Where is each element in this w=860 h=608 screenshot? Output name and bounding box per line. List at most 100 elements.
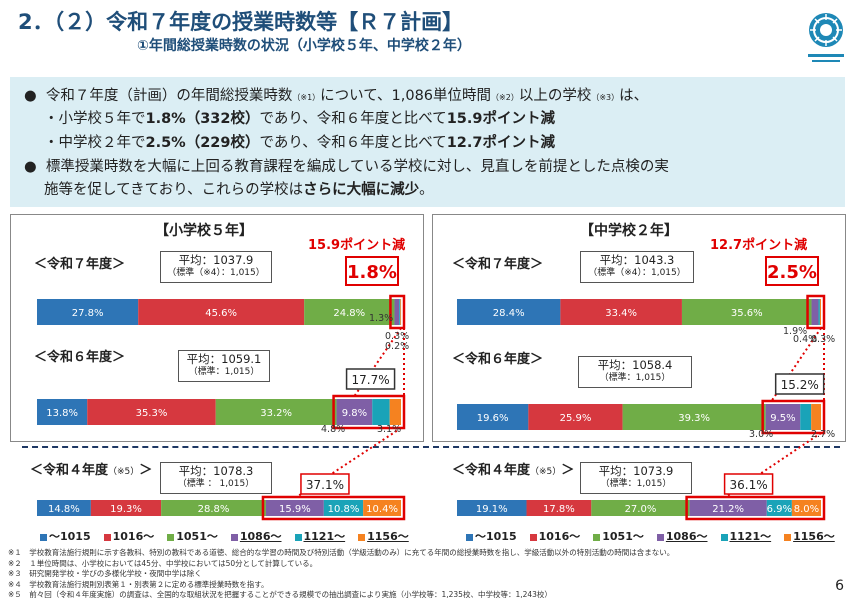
legend-swatch-icon [358, 533, 366, 541]
summary-line-3: ・中学校２年で2.5%（229校）であり、令和６年度と比べて12.7ポイント減 [44, 135, 555, 151]
legend-item: 1016～ [529, 530, 581, 543]
highlight-value: 37.1% [306, 478, 344, 492]
panel-junior [432, 214, 846, 442]
avg-box-junior-r6: 平均：1058.4 （標準：1,015） [578, 356, 692, 388]
legend-item: 1086～ [656, 530, 708, 543]
summary-line-1: ● 令和７年度（計画）の年間総授業時数（※1）について、1,086単位時間（※2… [24, 88, 649, 104]
avg-box-elem-r6: 平均：1059.1 （標準：1,015） [178, 350, 270, 382]
legend-label: 1121～ [303, 530, 346, 543]
legend-item: 1156～ [784, 530, 835, 543]
bar-value-label: 15.9% [279, 504, 311, 515]
bar-value-label: 19.3% [110, 504, 142, 515]
legend-label: ～1015 [475, 530, 517, 543]
legend-swatch-icon [466, 533, 473, 541]
bar-value-label: 10.4% [366, 504, 398, 515]
bar-segment [90, 500, 162, 516]
avg-box-junior-r4: 平均：1073.9 （標準：1,015） [580, 462, 692, 494]
year-label-elem-r7: ＜令和７年度＞ [34, 257, 126, 272]
summary-line-4: ● 標準授業時数を大幅に上回る教育課程を編成している学校に対し、見直しを前提とし… [24, 159, 669, 175]
legend-swatch-icon [593, 533, 601, 541]
bar-value-label: 19.1% [476, 504, 508, 515]
highlight-label-box [723, 473, 774, 495]
bar-value-label: 8.0% [794, 504, 819, 515]
legend-swatch-icon [167, 533, 175, 541]
summary-line-2: ・小学校５年で1.8%（332校）であり、令和６年度と比べて15.9ポイント減 [44, 111, 555, 127]
legend-label: 1121～ [729, 530, 772, 543]
bar-segment [323, 500, 364, 516]
bar-segment [161, 500, 266, 516]
bar-segment [526, 500, 592, 516]
legend-item: 1121～ [294, 530, 346, 543]
legend-swatch-icon [40, 533, 47, 541]
avg-box-elem-r4: 平均：1078.3 （標準 ： 1,015） [160, 462, 272, 494]
bar-value-label: 21.2% [712, 504, 744, 515]
bar-value-label: 27.0% [625, 504, 657, 515]
bar-segment [457, 500, 527, 516]
legend-label: 1016～ [538, 530, 581, 543]
bar-segment [363, 500, 401, 516]
legend-swatch-icon [529, 533, 537, 541]
legend-swatch-icon [720, 533, 728, 541]
connector-line [725, 432, 822, 498]
legend-item: ～1015 [40, 530, 91, 543]
summary-box: ● 令和７年度（計画）の年間総授業時数（※1）について、1,086単位時間（※2… [10, 77, 845, 207]
panel-elementary [10, 214, 424, 442]
legend-item: 1016～ [103, 530, 155, 543]
footnotes: ※１ 学校教育法施行規則に示す各教科、特別の教科である道徳、総合的な学習の時間及… [8, 548, 674, 601]
bar-value-label: 6.9% [767, 504, 792, 515]
legend-item: 1086～ [230, 530, 282, 543]
section-divider [22, 446, 840, 448]
legend-swatch-icon [656, 533, 664, 541]
legend-label: 1016～ [112, 530, 155, 543]
legend-elementary: ～1015 1016～ 1051～ 1086～ 1121～ 1156～ [40, 528, 422, 544]
page-title: 2．（２）令和７年度の授業時数等【Ｒ７計画】 [18, 10, 464, 34]
legend-item: 1051～ [593, 530, 644, 543]
legend-swatch-icon [784, 533, 792, 541]
bar-value-label: 28.8% [198, 504, 230, 515]
bar-segment [791, 500, 821, 516]
legend-item: 1051～ [167, 530, 218, 543]
footnote-line: ※１ 学校教育法施行規則に示す各教科、特別の教科である道徳、総合的な学習の時間及… [8, 548, 675, 557]
bar-value-label: 10.8% [328, 504, 360, 515]
highlight-box [685, 495, 826, 521]
legend-label: 1156～ [793, 530, 835, 543]
avg-box-elem-r7: 平均：1037.9 （標準（※4）：1,015） [160, 251, 272, 283]
mext-logo-icon [808, 13, 844, 62]
reduction-label-junior: 12.7ポイント減 [710, 238, 808, 253]
bar-segment [591, 500, 690, 516]
footnote-line: ※２ １単位時間は、小学校においては45分、中学校においては50分として計算して… [8, 558, 318, 568]
page-subtitle: ①年間総授業時数の状況（小学校５年、中学校２年） [137, 38, 471, 54]
footnote-line: ※５ 前々回（令和４年度実施）の調査は、全国的な取組状況を把握することができる規… [8, 590, 552, 599]
highlight-box [261, 495, 406, 521]
year-label-elem-r6: ＜令和６年度＞ [34, 350, 126, 365]
year-label-elem-r4: ＜令和４年度（※5）＞ [30, 463, 153, 478]
panel-title-junior: 【中学校２年】 [580, 223, 678, 239]
year-label-junior-r4: ＜令和４年度（※5）＞ [452, 463, 575, 478]
highlight-label-box [300, 473, 350, 495]
reduction-label-elementary: 15.9ポイント減 [308, 238, 406, 253]
highlight-value: 36.1% [730, 478, 768, 492]
bar-value-label: 14.8% [48, 504, 80, 515]
legend-item: 1156～ [358, 530, 409, 543]
year-label-junior-r7: ＜令和７年度＞ [452, 257, 544, 272]
bar-segment [689, 500, 767, 516]
legend-label: 1156～ [367, 530, 409, 543]
year-label-junior-r6: ＜令和６年度＞ [452, 352, 544, 367]
legend-label: 1051～ [602, 530, 644, 543]
footnote-line: ※３ 研究開発学校・学びの多様化学校・夜間中学は除く [8, 569, 202, 578]
legend-label: ～1015 [49, 530, 91, 543]
summary-line-5: 施等を促してきており、これらの学校はさらに大幅に減少。 [44, 182, 434, 198]
panel-title-elementary: 【小学校５年】 [155, 223, 253, 239]
bar-value-label: 17.8% [543, 504, 575, 515]
legend-swatch-icon [230, 533, 238, 541]
legend-item: 1121～ [720, 530, 772, 543]
avg-box-junior-r7: 平均：1043.3 （標準（※4）：1,015） [580, 251, 694, 283]
legend-label: 1051～ [176, 530, 218, 543]
legend-label: 1086～ [665, 530, 708, 543]
legend-junior: ～1015 1016～ 1051～ 1086～ 1121～ 1156～ [466, 528, 848, 544]
legend-swatch-icon [294, 533, 302, 541]
legend-item: ～1015 [466, 530, 517, 543]
legend-label: 1086～ [239, 530, 282, 543]
bar-segment [766, 500, 792, 516]
page-number: 6 [835, 578, 844, 594]
